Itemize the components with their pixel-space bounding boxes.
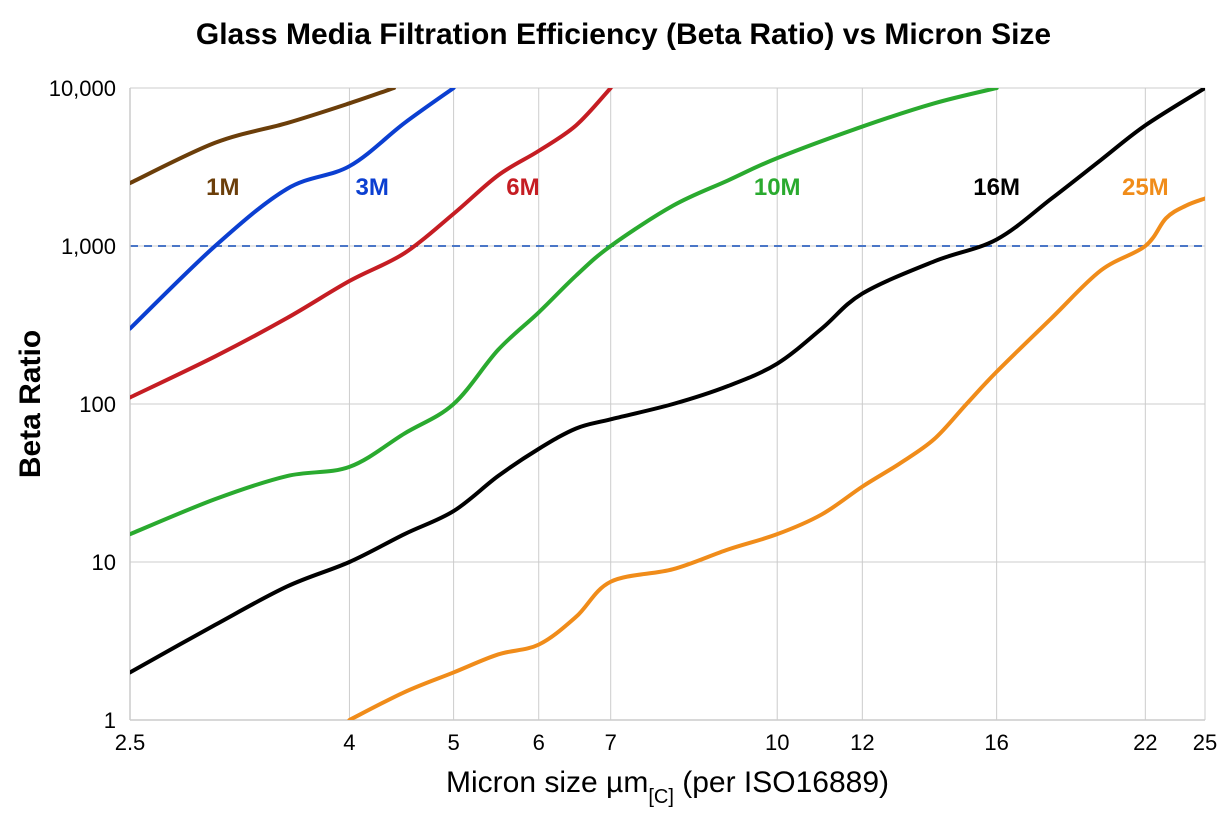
series-line-3M — [130, 88, 454, 329]
x-axis-title-sub: [C] — [648, 786, 674, 808]
y-tick-label: 1,000 — [61, 234, 116, 259]
x-tick-label: 25 — [1193, 730, 1217, 755]
series-line-16M — [130, 88, 1205, 672]
series-label-16M: 16M — [973, 174, 1020, 201]
series-label-3M: 3M — [356, 174, 389, 201]
series-label-1M: 1M — [206, 174, 239, 201]
chart-container: Glass Media Filtration Efficiency (Beta … — [0, 0, 1227, 836]
chart-svg: Glass Media Filtration Efficiency (Beta … — [0, 0, 1227, 836]
x-tick-label: 10 — [765, 730, 789, 755]
series-label-6M: 6M — [506, 174, 539, 201]
x-axis-title-prefix: Micron size µm — [446, 766, 648, 799]
x-tick-label: 6 — [533, 730, 545, 755]
x-tick-label: 22 — [1133, 730, 1157, 755]
x-tick-label: 12 — [850, 730, 874, 755]
y-tick-label: 10 — [92, 550, 116, 575]
chart-title: Glass Media Filtration Efficiency (Beta … — [196, 18, 1051, 51]
series-line-10M — [130, 88, 997, 534]
y-tick-label: 100 — [79, 392, 116, 417]
series-label-10M: 10M — [754, 174, 801, 201]
x-tick-label: 2.5 — [115, 730, 146, 755]
y-tick-label: 1 — [104, 708, 116, 733]
x-tick-label: 7 — [605, 730, 617, 755]
x-axis-title-suffix: (per ISO16889) — [674, 766, 889, 799]
y-tick-label: 10,000 — [49, 76, 116, 101]
series-label-25M: 25M — [1122, 174, 1169, 201]
x-tick-label: 4 — [343, 730, 355, 755]
x-axis-title: Micron size µm[C] (per ISO16889) — [446, 766, 889, 808]
x-tick-label: 5 — [447, 730, 459, 755]
y-axis-title: Beta Ratio — [14, 330, 47, 478]
x-tick-label: 16 — [984, 730, 1008, 755]
series-line-1M — [130, 88, 394, 183]
